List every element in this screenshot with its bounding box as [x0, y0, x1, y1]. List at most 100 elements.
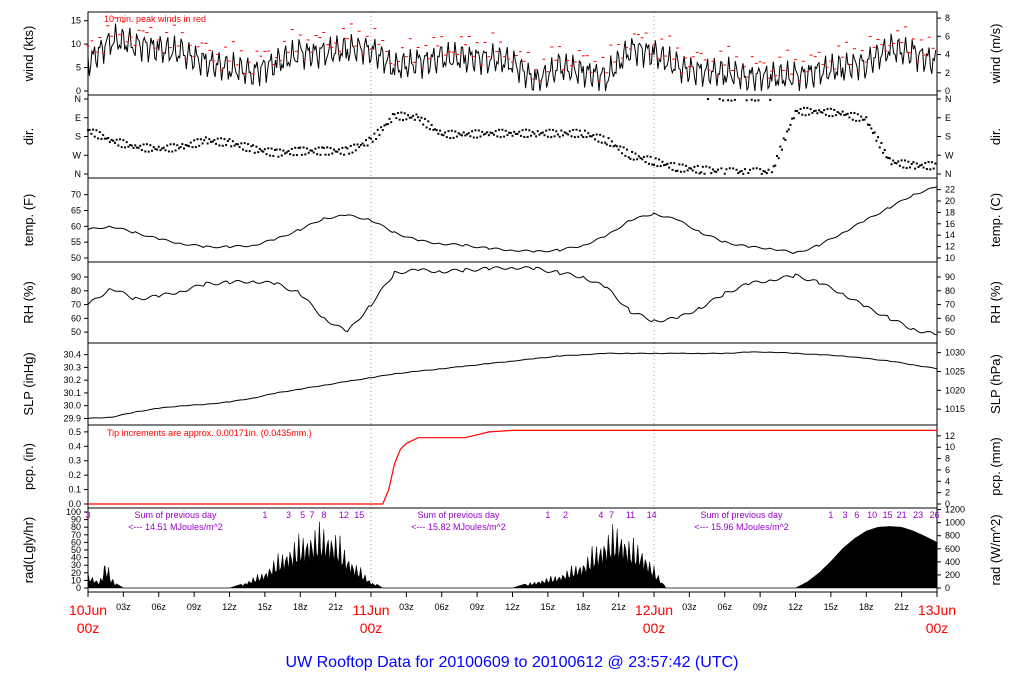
direction-point — [610, 140, 613, 143]
direction-point — [302, 146, 305, 149]
y-label-right: rad (W/m^2) — [988, 514, 1003, 585]
direction-point — [787, 128, 790, 131]
direction-point — [364, 139, 367, 142]
x-tick-label: 09z — [470, 602, 485, 612]
direction-point — [184, 143, 187, 146]
uv-index-label: 23 — [913, 510, 923, 520]
date-time-label: 00z — [360, 620, 383, 636]
y-tick-label: 50 — [71, 327, 81, 337]
y-tick-right-label: 0 — [945, 583, 950, 593]
direction-point — [498, 128, 501, 131]
uv-index-label: 3 — [286, 510, 291, 520]
daily-total-label: Sum of previous day — [135, 510, 218, 520]
precip-annotation: Tip increments are approx. 0.00171in. (0… — [107, 428, 312, 438]
direction-point — [176, 144, 179, 147]
direction-point — [919, 164, 922, 167]
y-tick-right-label: 2 — [945, 68, 950, 78]
wind-trace — [87, 23, 937, 92]
y-tick-right-label: 18 — [945, 207, 955, 217]
direction-point — [290, 147, 293, 150]
direction-point — [339, 152, 342, 155]
direction-point — [725, 168, 728, 171]
direction-point — [489, 131, 492, 134]
direction-point — [789, 123, 792, 126]
x-tick-label: 06z — [434, 602, 449, 612]
direction-point — [437, 132, 440, 135]
direction-point — [878, 146, 881, 149]
direction-point — [801, 113, 804, 116]
direction-point — [450, 129, 453, 132]
direction-point — [602, 135, 605, 138]
uv-index-label: 21 — [897, 510, 907, 520]
y-tick-right-label: 10 — [945, 442, 955, 452]
direction-point — [600, 141, 603, 144]
direction-point — [700, 171, 703, 174]
direction-point — [289, 153, 292, 156]
direction-point — [834, 114, 837, 117]
direction-point — [354, 149, 357, 152]
direction-point — [856, 113, 859, 116]
direction-point — [459, 133, 462, 136]
direction-point — [137, 146, 140, 149]
direction-point — [449, 137, 452, 140]
direction-point — [818, 109, 821, 112]
direction-point — [826, 107, 829, 110]
direction-point — [521, 129, 524, 132]
direction-point — [279, 148, 282, 151]
direction-point — [828, 115, 831, 118]
direction-point — [432, 128, 435, 131]
y-tick-label: 60 — [71, 221, 81, 231]
direction-point — [671, 168, 674, 171]
direction-point — [263, 148, 266, 151]
direction-point — [467, 132, 470, 135]
direction-point — [125, 141, 128, 144]
direction-point — [225, 143, 228, 146]
direction-point — [688, 167, 691, 170]
y-label-right: wind (m/s) — [988, 24, 1003, 85]
panel-sea_level_pressure: SLP (inHg) SLP (hPa) 29.9 30.0 30.1 30.2 30.3 3… — [21, 342, 1003, 426]
direction-point — [287, 149, 290, 152]
direction-point — [824, 113, 827, 116]
y-tick-right-label: 90 — [945, 272, 955, 282]
direction-point — [799, 108, 802, 111]
direction-point — [755, 167, 758, 170]
uv-index-label: 3 — [843, 510, 848, 520]
direction-point — [722, 99, 725, 102]
direction-point — [189, 141, 192, 144]
direction-point — [772, 165, 775, 168]
direction-point — [538, 133, 541, 136]
direction-point — [653, 163, 655, 166]
y-tick-label: 29.9 — [63, 413, 81, 423]
y-tick-right-label: 70 — [945, 300, 955, 310]
direction-point — [331, 152, 334, 155]
direction-point — [204, 136, 207, 139]
direction-point — [199, 138, 202, 141]
direction-point — [745, 99, 748, 102]
direction-point — [324, 153, 327, 156]
direction-point — [715, 170, 718, 173]
direction-point — [509, 131, 512, 134]
direction-point — [206, 142, 209, 145]
direction-point — [681, 163, 684, 166]
y-tick-label: N — [75, 169, 82, 179]
direction-point — [853, 111, 856, 114]
y-tick-label: E — [75, 113, 81, 123]
daily-total-value: <--- 15.82 MJoules/m^2 — [411, 522, 506, 532]
y-tick-label: 0 — [76, 86, 81, 96]
direction-point — [171, 150, 174, 153]
direction-point — [154, 148, 157, 151]
direction-point — [526, 135, 529, 138]
direction-point — [107, 136, 110, 139]
y-tick-label: 60 — [71, 537, 81, 547]
direction-point — [740, 169, 743, 172]
direction-point — [491, 132, 494, 135]
direction-point — [322, 146, 325, 149]
direction-point — [501, 128, 504, 131]
direction-point — [674, 169, 677, 172]
direction-point — [910, 162, 913, 165]
date-label: 10Jun — [69, 602, 107, 618]
direction-point — [130, 144, 133, 147]
direction-point — [804, 114, 807, 117]
y-tick-right-label: 16 — [945, 219, 955, 229]
direction-point — [194, 146, 197, 149]
